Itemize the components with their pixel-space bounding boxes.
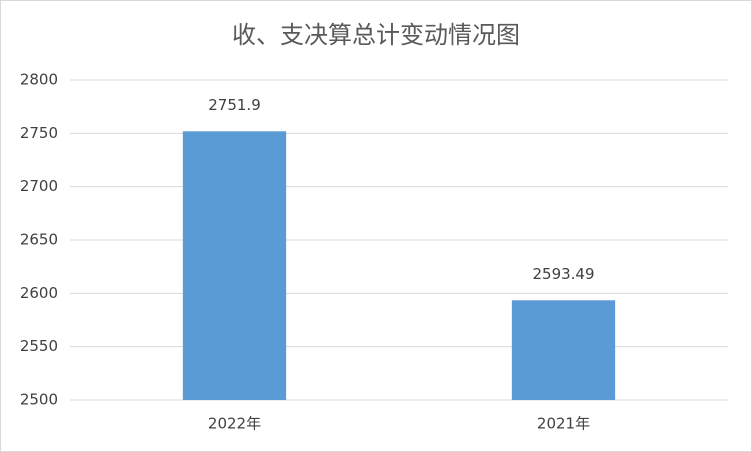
y-tick-label: 2800: [20, 71, 58, 89]
y-tick-label: 2500: [20, 391, 58, 409]
y-tick-label: 2550: [20, 337, 58, 355]
y-tick-label: 2600: [20, 284, 58, 302]
y-tick-label: 2650: [20, 231, 58, 249]
chart-title: 收、支决算总计变动情况图: [232, 21, 520, 49]
data-label: 2751.9: [208, 96, 261, 114]
x-tick-label: 2021年: [537, 415, 590, 433]
bar: [511, 300, 616, 400]
y-tick-label: 2700: [20, 177, 58, 195]
y-tick-label: 2750: [20, 124, 58, 142]
data-label: 2593.49: [532, 265, 594, 283]
x-tick-label: 2022年: [208, 415, 261, 433]
bar: [182, 131, 287, 400]
